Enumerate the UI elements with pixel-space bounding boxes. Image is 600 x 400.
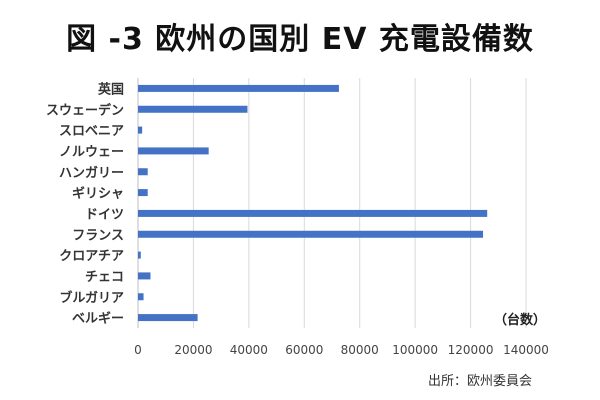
bar (138, 84, 339, 92)
category-label: チェコ (85, 270, 124, 285)
source-note: 出所：欧州委員会 (428, 374, 533, 389)
category-label: スロベニア (59, 124, 124, 139)
bar (138, 189, 148, 197)
chart-title: 図 -3 欧州の国別 EV 充電設備数 (66, 22, 534, 57)
category-label: ハンガリー (59, 166, 124, 181)
gridlines (137, 78, 527, 328)
bar (138, 272, 151, 280)
x-tick-label: 100000 (392, 343, 438, 357)
x-tick-label: 0 (134, 343, 142, 357)
bar (138, 105, 248, 113)
category-label: ギリシャ (72, 186, 124, 202)
x-tick-label: 140000 (503, 343, 549, 357)
category-label: ドイツ (85, 207, 124, 222)
x-tick-label: 80000 (341, 343, 379, 357)
category-label: ノルウェー (59, 145, 124, 160)
x-tick-label: 40000 (230, 343, 268, 357)
category-label: クロアチア (59, 249, 124, 264)
category-label: フランス (72, 228, 124, 243)
x-tick-labels: 0 20000 40000 60000 80000 100000 120000 140000 (134, 343, 549, 357)
bar (138, 251, 141, 259)
bar (138, 314, 198, 322)
bar (138, 293, 144, 301)
x-tick-label: 60000 (285, 343, 323, 357)
bar (138, 230, 484, 238)
category-label: 英国 (97, 81, 124, 97)
bar (138, 168, 148, 176)
category-labels: 英国スウェーデンスロベニアノルウェーハンガリーギリシャドイツフランスクロアチアチ… (46, 81, 124, 326)
bar (138, 147, 209, 155)
bars (138, 84, 488, 322)
unit-label: （台数） (494, 313, 547, 328)
category-label: スウェーデン (46, 102, 124, 118)
category-label: ブルガリア (59, 290, 124, 306)
category-label: ベルギー (72, 311, 124, 327)
x-tick-label: 120000 (448, 343, 494, 357)
x-tick-label: 20000 (174, 343, 212, 357)
bar (138, 209, 488, 217)
bar (138, 126, 143, 134)
